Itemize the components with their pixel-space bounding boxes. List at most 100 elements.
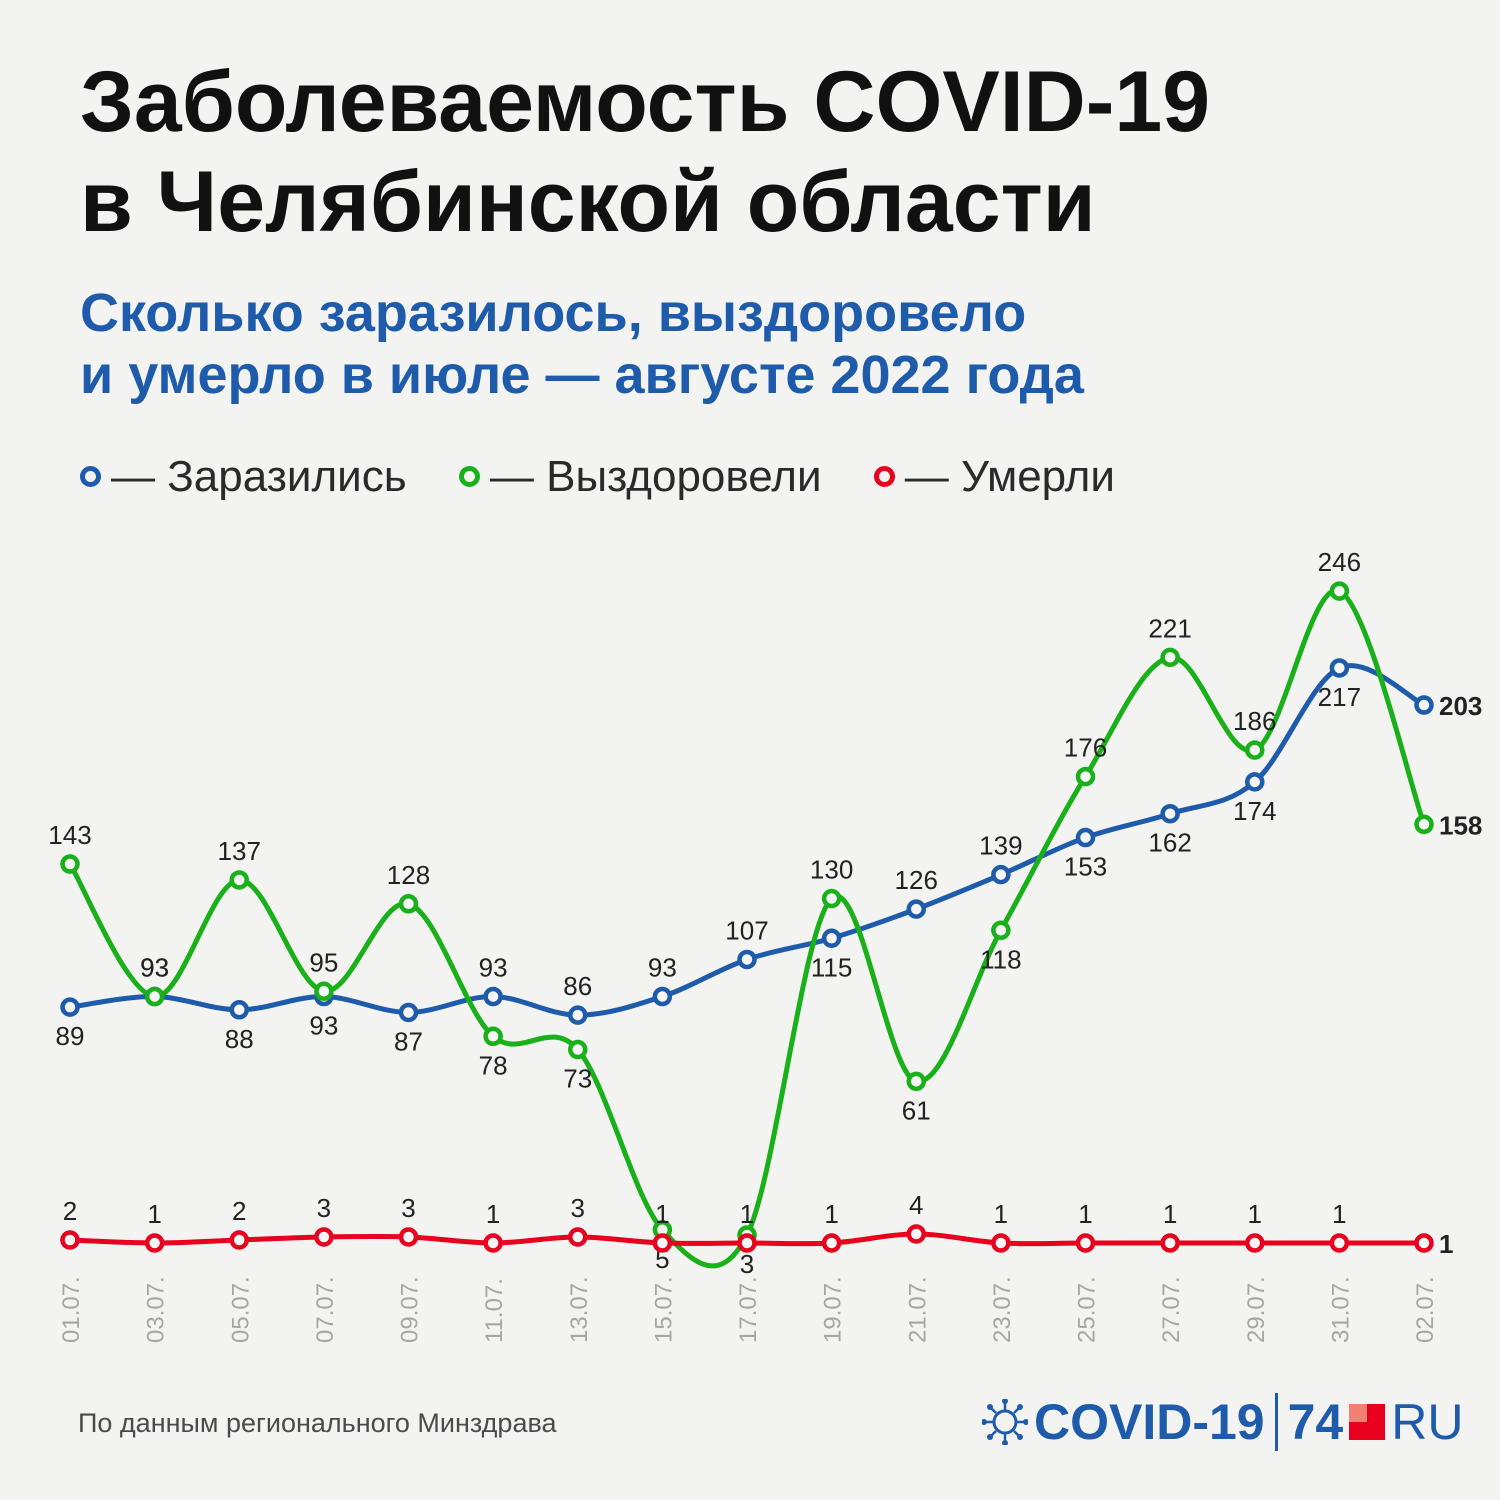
data-label-recovered: 128 bbox=[387, 860, 430, 890]
data-point-recovered bbox=[144, 986, 165, 1007]
data-point-recovered bbox=[229, 870, 249, 890]
data-label-deaths: 2 bbox=[232, 1196, 246, 1226]
data-point-recovered bbox=[314, 981, 334, 1001]
x-tick-label: 01.07. bbox=[58, 1276, 85, 1343]
data-label-infected: 86 bbox=[563, 971, 592, 1001]
data-point-recovered bbox=[1329, 581, 1350, 601]
data-point-deaths bbox=[821, 1233, 842, 1253]
data-label-deaths: 2 bbox=[63, 1196, 77, 1226]
data-point-deaths bbox=[1414, 1233, 1434, 1253]
data-point-deaths bbox=[1329, 1233, 1350, 1253]
data-label-infected: 93 bbox=[648, 953, 677, 983]
data-label-deaths: 1 bbox=[1078, 1199, 1092, 1229]
data-label-deaths: 1 bbox=[1332, 1199, 1346, 1229]
x-tick-label: 09.07. bbox=[397, 1276, 424, 1343]
data-point-infected bbox=[568, 1005, 588, 1025]
data-point-recovered bbox=[1245, 740, 1265, 760]
data-point-deaths bbox=[483, 1233, 503, 1253]
data-point-infected bbox=[1160, 803, 1180, 824]
data-label-infected: 88 bbox=[225, 1024, 254, 1054]
page-title: Заболеваемость COVID-19 в Челябинской об… bbox=[80, 52, 1480, 252]
data-point-infected bbox=[1245, 772, 1265, 792]
data-label-deaths: 1 bbox=[1163, 1199, 1177, 1229]
title-line-1: Заболеваемость COVID-19 bbox=[80, 54, 1211, 150]
legend-item-deaths: — Умерли bbox=[873, 451, 1115, 502]
data-point-recovered bbox=[821, 888, 842, 909]
x-tick-label: 21.07. bbox=[904, 1276, 931, 1343]
data-label-deaths: 1 bbox=[740, 1199, 754, 1229]
data-label-recovered: 158 bbox=[1439, 810, 1482, 840]
data-label-infected: 93 bbox=[309, 1011, 338, 1041]
data-label-infected: 115 bbox=[811, 952, 852, 982]
x-tick-label: 02.07. bbox=[1412, 1276, 1439, 1343]
legend-label-deaths: — Умерли bbox=[904, 451, 1115, 501]
data-point-deaths bbox=[60, 1230, 80, 1250]
x-tick-label: 11.07. bbox=[481, 1278, 508, 1343]
subtitle-line-2: и умерло в июле — августе 2022 года bbox=[80, 345, 1084, 405]
data-label-deaths: 1 bbox=[824, 1199, 838, 1229]
x-tick-label: 07.07. bbox=[312, 1276, 339, 1343]
logo-square-icon bbox=[1349, 1404, 1386, 1440]
data-point-infected bbox=[1414, 695, 1434, 715]
x-tick-label: 05.07. bbox=[227, 1276, 254, 1343]
x-tick-label: 31.07. bbox=[1327, 1276, 1354, 1343]
data-label-recovered: 118 bbox=[980, 944, 1021, 974]
data-point-infected bbox=[60, 997, 80, 1017]
data-point-infected bbox=[652, 986, 673, 1007]
page-subtitle: Сколько заразилось, выздоровело и умерло… bbox=[80, 282, 1480, 406]
data-label-recovered: 61 bbox=[902, 1095, 931, 1125]
data-point-deaths bbox=[1245, 1233, 1265, 1253]
data-point-deaths bbox=[314, 1227, 334, 1247]
data-point-deaths bbox=[229, 1230, 249, 1250]
data-point-deaths bbox=[568, 1227, 588, 1247]
x-tick-label: 25.07. bbox=[1074, 1276, 1101, 1343]
data-label-infected: 153 bbox=[1064, 852, 1107, 882]
data-point-recovered bbox=[398, 894, 419, 914]
x-tick-label: 17.07. bbox=[735, 1276, 762, 1343]
legend-label-recovered: — Выздоровели bbox=[489, 451, 822, 501]
data-point-deaths bbox=[906, 1224, 926, 1244]
data-point-infected bbox=[398, 1002, 419, 1023]
data-label-deaths: 1 bbox=[994, 1199, 1008, 1229]
data-point-deaths bbox=[1160, 1233, 1180, 1253]
data-point-recovered bbox=[568, 1039, 588, 1060]
data-label-deaths: 3 bbox=[571, 1193, 585, 1223]
data-label-recovered: 73 bbox=[563, 1064, 592, 1094]
data-label-deaths: 4 bbox=[909, 1190, 923, 1220]
data-label-infected: 93 bbox=[140, 953, 169, 983]
data-label-infected: 93 bbox=[479, 953, 508, 983]
data-label-infected: 217 bbox=[1318, 682, 1361, 712]
data-point-infected bbox=[483, 986, 503, 1007]
x-tick-label: 03.07. bbox=[143, 1276, 170, 1343]
title-line-2: в Челябинской области bbox=[80, 154, 1096, 250]
data-point-recovered bbox=[483, 1026, 503, 1047]
legend-item-recovered: — Выздоровели bbox=[458, 451, 822, 502]
data-label-deaths: 1 bbox=[486, 1199, 500, 1229]
logo-covid-text: COVID-19 bbox=[1034, 1394, 1265, 1450]
data-point-deaths bbox=[144, 1233, 165, 1253]
legend-label-infected: — Заразились bbox=[111, 451, 407, 501]
data-label-infected: 162 bbox=[1148, 828, 1191, 858]
data-point-deaths bbox=[991, 1233, 1011, 1253]
data-label-deaths: 3 bbox=[317, 1193, 331, 1223]
data-label-recovered: 143 bbox=[48, 820, 91, 850]
subtitle-line-1: Сколько заразилось, выздоровело bbox=[80, 283, 1027, 343]
data-label-infected: 139 bbox=[979, 831, 1022, 861]
data-point-deaths bbox=[1075, 1233, 1096, 1253]
data-point-infected bbox=[229, 1000, 249, 1020]
data-label-recovered: 130 bbox=[810, 855, 853, 885]
data-label-recovered: 186 bbox=[1233, 706, 1276, 736]
virus-icon bbox=[982, 1399, 1028, 1445]
data-label-infected: 174 bbox=[1233, 796, 1276, 826]
x-tick-label: 29.07. bbox=[1243, 1276, 1270, 1343]
data-label-recovered: 221 bbox=[1148, 613, 1191, 643]
data-label-infected: 87 bbox=[394, 1026, 423, 1056]
data-label-infected: 126 bbox=[895, 865, 938, 895]
data-label-recovered: 246 bbox=[1318, 547, 1361, 577]
data-point-recovered bbox=[1160, 647, 1180, 668]
data-point-infected bbox=[1075, 827, 1096, 848]
data-label-recovered: 95 bbox=[309, 947, 338, 977]
data-point-recovered bbox=[60, 854, 80, 874]
x-tick-label: 23.07. bbox=[989, 1276, 1016, 1343]
chart-legend: — Заразились — Выздоровели — Умерли bbox=[80, 448, 1155, 502]
